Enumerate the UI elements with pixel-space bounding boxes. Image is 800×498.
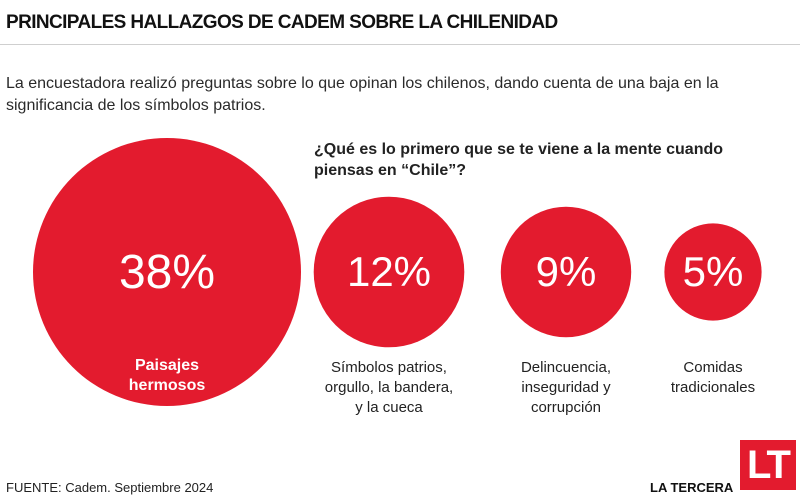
category-label: y la cueca: [355, 399, 423, 416]
category-label: corrupción: [531, 399, 601, 416]
category-label: inseguridad y: [521, 379, 611, 396]
bubble: [664, 223, 762, 321]
chart-title: PRINCIPALES HALLAZGOS DE CADEM SOBRE LA …: [6, 12, 558, 33]
bubble: [33, 138, 301, 406]
category-label: hermosos: [129, 377, 206, 394]
category-label: Símbolos patrios,: [331, 359, 447, 376]
value-label: 9%: [536, 248, 597, 295]
bubble-group-3: 5% Comidas tradicionales: [664, 223, 762, 396]
title-divider: [0, 44, 800, 45]
bubble-group-1: 12% Símbolos patrios, orgullo, la bandera,…: [313, 196, 465, 416]
category-label: Delincuencia,: [521, 359, 611, 376]
value-label: 5%: [683, 248, 744, 295]
category-label: tradicionales: [671, 379, 755, 396]
brand-name: LA TERCERA: [650, 480, 734, 495]
category-label: orgullo, la bandera,: [325, 379, 453, 396]
bubble-group-0: 38% Paisajes hermosos: [33, 138, 301, 406]
source-note: FUENTE: Cadem. Septiembre 2024: [6, 480, 214, 495]
value-label: 12%: [347, 248, 431, 295]
bubble: [313, 196, 465, 348]
category-label: Paisajes: [135, 357, 199, 374]
bubble: [500, 206, 632, 338]
chart-subtitle: La encuestadora realizó preguntas sobre …: [6, 75, 719, 114]
la-tercera-logo: LT: [740, 440, 796, 490]
bubble-group-2: 9% Delincuencia, inseguridad y corrupción: [500, 206, 632, 416]
survey-question: ¿Qué es lo primero que se te viene a la …: [314, 141, 724, 179]
category-label: Comidas: [683, 359, 742, 376]
value-label: 38%: [119, 246, 215, 299]
